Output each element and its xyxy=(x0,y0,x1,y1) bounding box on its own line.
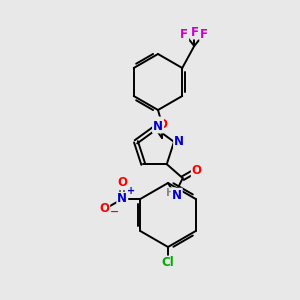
Text: O: O xyxy=(192,164,202,177)
Text: F: F xyxy=(180,28,188,40)
Text: +: + xyxy=(127,186,135,196)
Text: N: N xyxy=(174,135,184,148)
Text: O: O xyxy=(157,118,167,130)
Text: N: N xyxy=(153,119,163,133)
Text: H: H xyxy=(167,188,175,198)
Text: N: N xyxy=(172,189,182,202)
Text: O: O xyxy=(117,176,127,190)
Text: F: F xyxy=(200,28,208,40)
Text: Cl: Cl xyxy=(162,256,174,269)
Text: N: N xyxy=(117,193,127,206)
Text: F: F xyxy=(191,26,199,38)
Text: O: O xyxy=(99,202,109,215)
Text: −: − xyxy=(110,207,120,217)
